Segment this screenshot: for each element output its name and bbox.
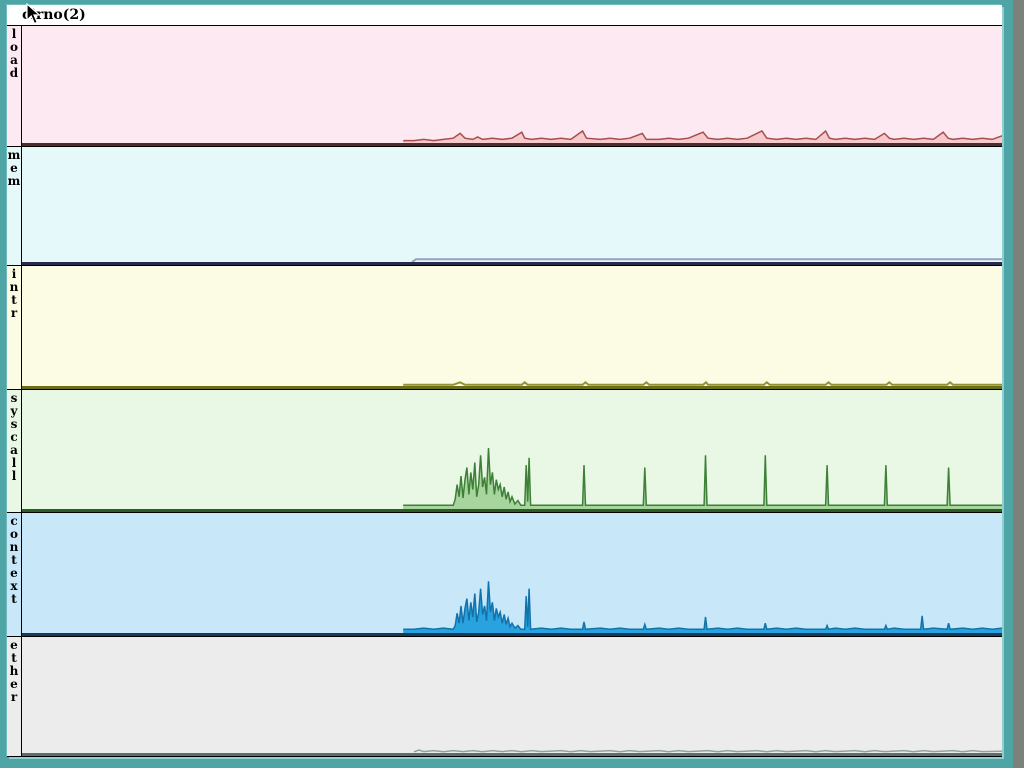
- load-chart: [22, 26, 1002, 146]
- context-chart: [22, 513, 1002, 636]
- ether-chart: [22, 637, 1002, 756]
- intr-chart: [22, 266, 1002, 389]
- mem-chart: [22, 147, 1002, 265]
- syscall-chart: [22, 390, 1002, 512]
- window-titlebar[interactable]: cirno(2): [7, 5, 1002, 26]
- mouse-cursor-icon: [26, 2, 44, 27]
- window-title: cirno(2): [22, 7, 86, 23]
